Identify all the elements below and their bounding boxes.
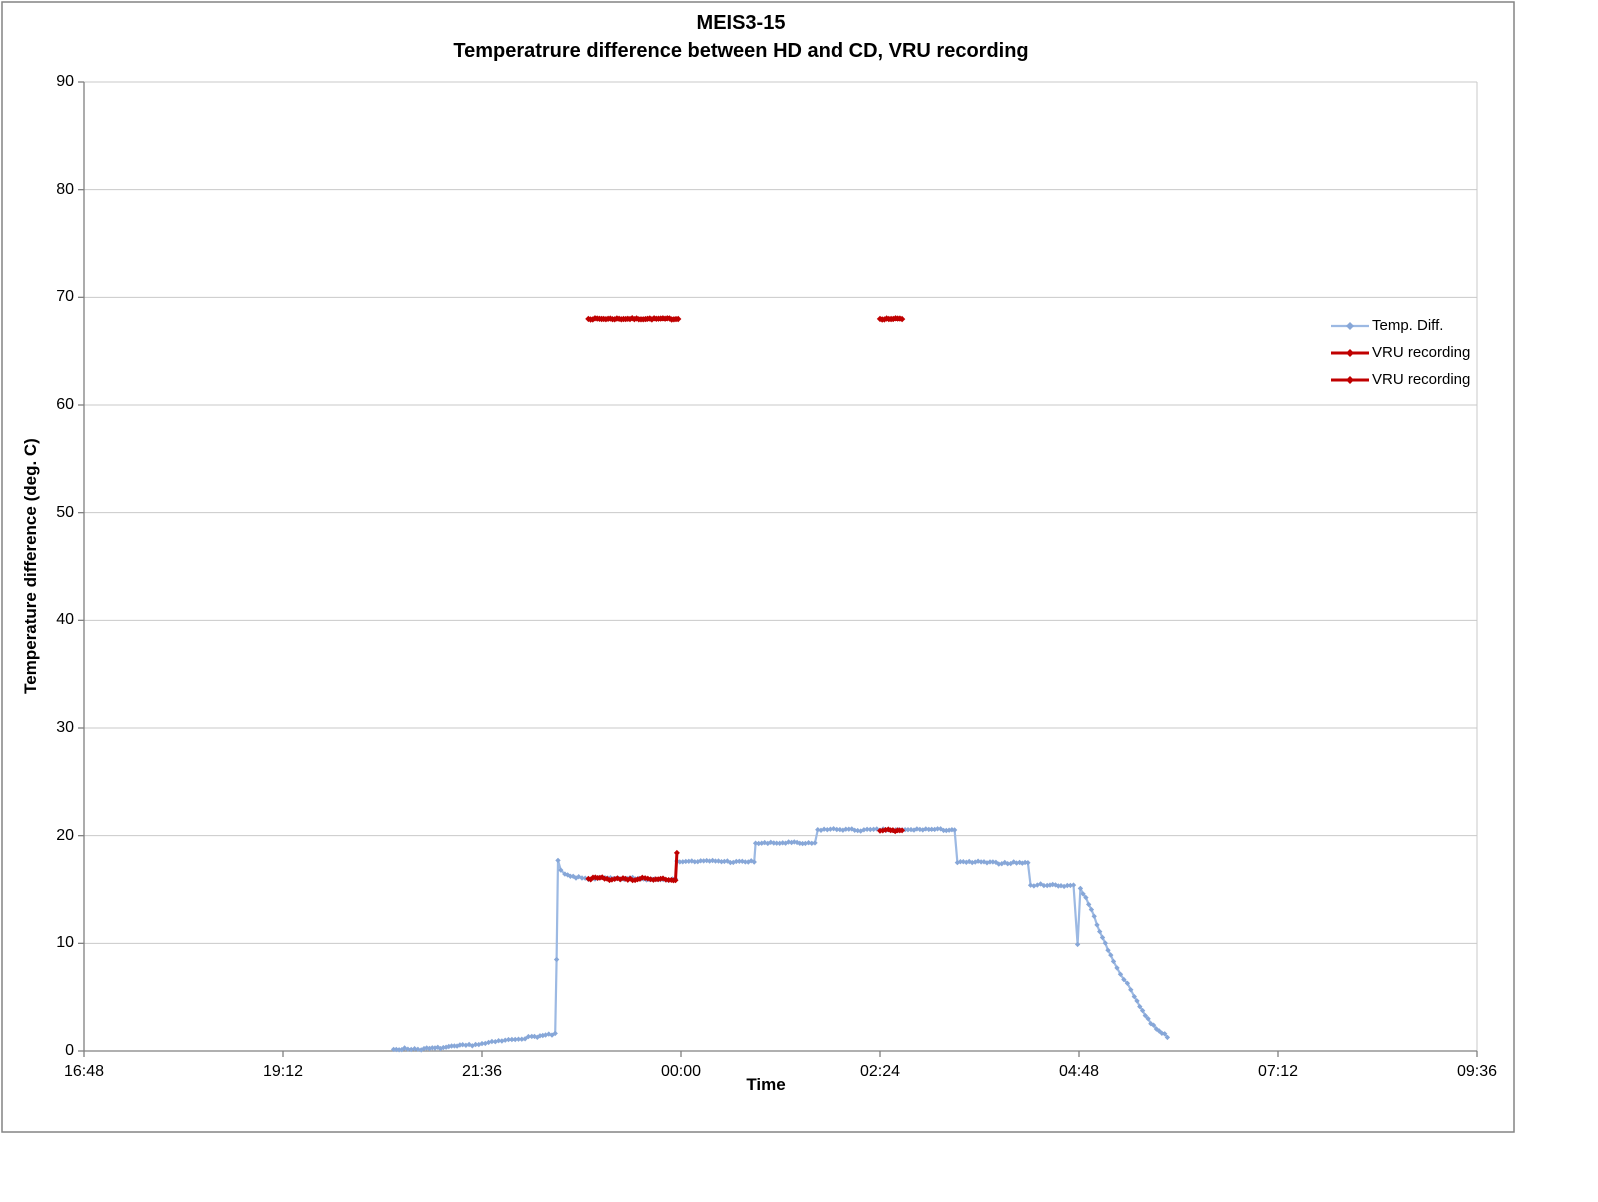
y-axis-tick-label: 50 [56, 503, 74, 521]
x-axis-tick-label: 16:48 [63, 1063, 105, 1080]
x-axis-tick-label: 09:36 [1456, 1063, 1498, 1080]
x-axis-tick-label: 19:12 [262, 1063, 304, 1080]
chart-subtitle: Temperatrure difference between HD and C… [453, 40, 1029, 62]
legend-label: Temp. Diff. [1372, 317, 1444, 334]
y-axis-tick-label: 0 [65, 1042, 74, 1059]
x-axis-tick-label: 07:12 [1257, 1063, 1299, 1080]
y-axis-tick-label: 60 [56, 396, 74, 413]
legend-label: VRU recording [1372, 344, 1471, 361]
legend-item-temp-diff: Temp. Diff. [1330, 312, 1470, 339]
legend-item-vru-recording-2: VRU recording [1330, 366, 1470, 393]
temp-diff-line-swatch-icon [1331, 321, 1369, 330]
y-axis-tick-label: 80 [56, 180, 74, 198]
x-axis-tick-label: 04:48 [1058, 1063, 1100, 1080]
vru-recording-line-swatch-icon [1331, 375, 1369, 384]
y-axis-tick-label: 10 [56, 934, 74, 952]
y-axis-tick-label: 90 [56, 73, 74, 90]
series-vru-recording-level [585, 315, 682, 323]
chart-border [1, 1, 1515, 1133]
y-axis-title: Temperature difference (deg. C) [21, 438, 40, 694]
y-axis-tick-label: 40 [56, 611, 74, 629]
legend-label: VRU recording [1372, 371, 1471, 388]
series-temp-diff [390, 826, 1171, 1053]
x-axis-tick-label: 00:00 [660, 1063, 702, 1080]
vru-recording-line-swatch-icon [1331, 348, 1369, 357]
y-axis-tick-label: 70 [56, 288, 74, 306]
legend-item-vru-recording-1: VRU recording [1330, 339, 1470, 366]
series-vru-recording-overlay [877, 826, 906, 835]
chart-title: MEIS3-15 [696, 12, 786, 34]
series-vru-recording-overlay [585, 849, 680, 884]
x-axis-tick-label: 21:36 [461, 1063, 503, 1080]
y-axis-tick-label: 30 [56, 719, 74, 736]
x-axis-tick-label: 02:24 [859, 1063, 901, 1080]
legend: Temp. Diff. VRU recording VRU recording [1330, 312, 1470, 393]
y-axis-tick-label: 20 [56, 826, 74, 844]
x-axis-title: Time [746, 1075, 786, 1094]
series-vru-recording-level [876, 315, 906, 323]
